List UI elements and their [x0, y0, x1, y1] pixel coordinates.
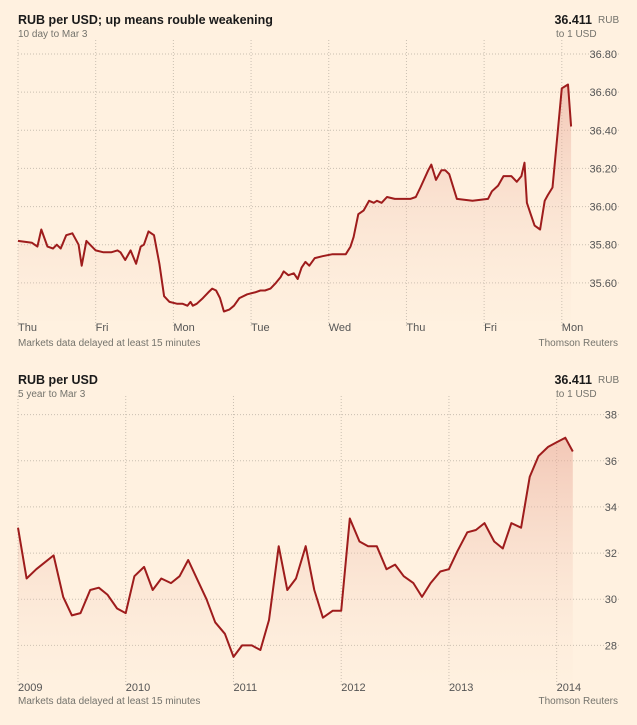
series-line [17, 83, 573, 313]
unit-label: RUB [598, 15, 620, 26]
footnote: Markets data delayed at least 15 minutes [18, 338, 201, 349]
y-tick-label: 36.40 [589, 125, 617, 137]
x-tick-label: 2012 [341, 682, 365, 694]
y-tick-label: 34 [605, 502, 617, 514]
x-tick-label: 2010 [126, 682, 150, 694]
y-tick-label: 36.60 [589, 87, 617, 99]
y-tick-label: 36.80 [589, 49, 617, 61]
y-tick-label: 36.20 [589, 163, 617, 175]
series-line [17, 436, 574, 658]
y-tick-label: 36 [605, 456, 617, 468]
y-tick-label: 35.60 [589, 278, 617, 290]
latest-value: 36.411 [554, 373, 592, 387]
y-tick-label: 36.00 [589, 202, 617, 214]
x-tick-label: Fri [484, 322, 497, 334]
chart-panel-10-day: RUB per USD; up means rouble weakening 1… [0, 13, 637, 353]
x-tick-label: Thu [18, 322, 37, 334]
chart-panel-5-year: RUB per USD 5 year to Mar 3 36.411 RUB t… [0, 373, 637, 725]
x-tick-label: 2013 [449, 682, 473, 694]
chart-subtitle: 10 day to Mar 3 [18, 29, 88, 40]
unit-label: RUB [598, 375, 620, 386]
x-tick-label: Wed [329, 322, 351, 334]
x-tick-label: Tue [251, 322, 270, 334]
series-area [18, 437, 573, 680]
chart-plot-5-year: 28 30 32 34 36 38 2009 2010 2011 2012 2013 2014 [17, 396, 620, 694]
footnote: Markets data delayed at least 15 minutes [18, 696, 201, 707]
latest-value: 36.411 [554, 13, 592, 27]
x-tick-label: 2014 [557, 682, 581, 694]
source-label: Thomson Reuters [538, 338, 618, 349]
y-tick-label: 35.80 [589, 240, 617, 252]
x-tick-label: Fri [96, 322, 109, 334]
y-tick-label: 28 [605, 640, 617, 652]
y-tick-label: 32 [605, 548, 617, 560]
x-tick-label: Mon [173, 322, 194, 334]
chart-title: RUB per USD; up means rouble weakening [18, 13, 273, 27]
x-tick-label: Mon [562, 322, 583, 334]
per-label: to 1 USD [556, 389, 597, 400]
chart-plot-10-day: 35.60 35.80 36.00 36.20 36.40 36.60 36.80 Thu Fr… [17, 40, 620, 334]
source-label: Thomson Reuters [538, 696, 618, 707]
chart-subtitle: 5 year to Mar 3 [18, 389, 86, 400]
x-tick-label: Thu [406, 322, 425, 334]
per-label: to 1 USD [556, 29, 597, 40]
y-tick-label: 30 [605, 594, 617, 606]
series-area [18, 84, 572, 321]
x-tick-label: 2011 [233, 682, 257, 694]
y-tick-label: 38 [605, 410, 617, 422]
chart-title: RUB per USD [18, 373, 98, 387]
x-tick-label: 2009 [18, 682, 42, 694]
